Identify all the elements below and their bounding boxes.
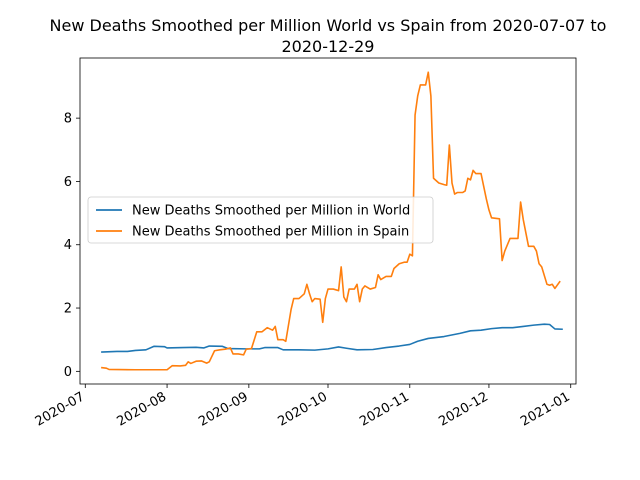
- plot-frame: [79, 57, 577, 385]
- y-tick-label: 2: [64, 302, 72, 317]
- x-tick-label: 2020-10: [275, 389, 330, 429]
- x-tick-label: 2020-12: [436, 389, 491, 429]
- legend-label-world: New Deaths Smoothed per Million in World: [132, 204, 410, 219]
- x-axis: 2020-07 2020-08 2020-09 2020-10 2020-11 2020-…: [33, 384, 573, 430]
- chart-title-line-1: New Deaths Smoothed per Million World vs…: [50, 16, 607, 35]
- y-tick-label: 4: [64, 238, 72, 253]
- y-tick-label: 6: [64, 175, 72, 190]
- x-tick-label: 2020-09: [196, 389, 251, 429]
- y-tick-label: 0: [64, 365, 72, 380]
- x-tick-label: 2020-08: [115, 389, 170, 429]
- series-line-spain: [101, 71, 561, 371]
- chart-title-line-2: 2020-12-29: [282, 37, 375, 56]
- series-line-world: [101, 323, 563, 353]
- legend-label-spain: New Deaths Smoothed per Million in Spain: [132, 225, 409, 240]
- x-tick-label: 2020-07: [33, 389, 88, 429]
- legend-box: [87, 196, 434, 244]
- x-tick-label: 2020-11: [357, 389, 412, 429]
- series-layer: [101, 71, 563, 371]
- y-tick-label: 8: [64, 112, 72, 127]
- y-axis: 0 2 4 6 8: [64, 112, 80, 380]
- legend: New Deaths Smoothed per Million in World…: [87, 196, 434, 244]
- x-tick-label: 2021-01: [518, 389, 573, 429]
